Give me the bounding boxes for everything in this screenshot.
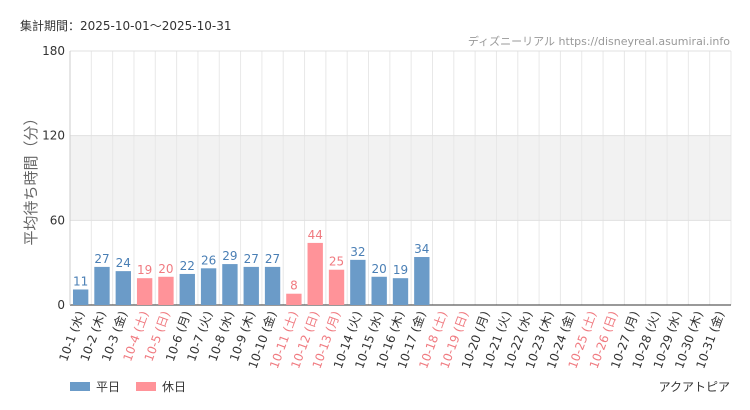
legend-swatch-weekday — [70, 382, 90, 391]
bar-value-label: 27 — [265, 252, 280, 266]
bar[interactable] — [286, 293, 302, 305]
y-tick-label: 0 — [57, 298, 65, 312]
bar-value-label: 11 — [73, 274, 88, 288]
bar-value-label: 24 — [116, 256, 131, 270]
bar[interactable] — [179, 273, 195, 305]
bar-value-label: 34 — [414, 242, 429, 256]
bar-value-label: 25 — [329, 255, 344, 269]
y-tick-label: 180 — [42, 44, 65, 58]
bar[interactable] — [307, 242, 323, 305]
y-ticks: 0 60 120 180 — [42, 44, 65, 312]
bar-value-label: 27 — [244, 252, 259, 266]
bar-value-label: 26 — [201, 253, 216, 267]
bar[interactable] — [115, 271, 131, 305]
bar[interactable] — [328, 269, 345, 305]
period-label: 集計期間：2025-10-01〜2025-10-31 — [20, 19, 232, 33]
bar[interactable] — [222, 264, 238, 305]
bar[interactable] — [136, 278, 153, 305]
bar-value-label: 27 — [94, 252, 109, 266]
legend: 平日 休日 — [70, 378, 202, 395]
bar[interactable] — [243, 266, 259, 305]
legend-label-holiday: 休日 — [162, 380, 187, 394]
bar-value-label: 44 — [308, 228, 323, 242]
bar-value-label: 19 — [393, 263, 408, 277]
y-axis-label: 平均待ち時間（分） — [22, 110, 40, 245]
bar[interactable] — [350, 259, 366, 305]
legend-label-weekday: 平日 — [96, 380, 121, 394]
bar-value-label: 20 — [158, 262, 173, 276]
bar[interactable] — [264, 266, 281, 305]
legend-item-weekday[interactable]: 平日 — [70, 378, 120, 395]
bar-value-label: 19 — [137, 263, 152, 277]
y-tick-label: 60 — [50, 213, 65, 227]
legend-item-holiday[interactable]: 休日 — [136, 378, 186, 395]
bar-value-label: 29 — [222, 249, 237, 263]
bar-value-label: 8 — [290, 279, 298, 293]
attraction-name: アクアトピア — [658, 380, 730, 394]
bar[interactable] — [371, 276, 387, 305]
bar[interactable] — [414, 257, 430, 305]
bar-value-label: 20 — [372, 262, 387, 276]
bar[interactable] — [392, 278, 409, 305]
x-ticks: 10-1 (水)10-2 (木)10-3 (金)10-4 (土)10-5 (日)… — [56, 309, 727, 371]
legend-swatch-holiday — [136, 382, 157, 391]
y-tick-label: 120 — [42, 129, 65, 143]
bars — [72, 242, 430, 305]
bar[interactable] — [72, 289, 89, 305]
bar[interactable] — [158, 276, 174, 305]
bar-value-label: 32 — [350, 245, 365, 259]
grid-band — [70, 135, 731, 221]
value-labels: 11 27 24 19 20 22 26 29 27 27 8 44 25 32 20 19 34 — [73, 228, 429, 293]
bar[interactable] — [94, 266, 110, 305]
source-credit: ディズニーリアル https://disneyreal.asumirai.inf… — [467, 35, 730, 48]
bar[interactable] — [200, 268, 217, 305]
bar-value-label: 22 — [180, 259, 195, 273]
